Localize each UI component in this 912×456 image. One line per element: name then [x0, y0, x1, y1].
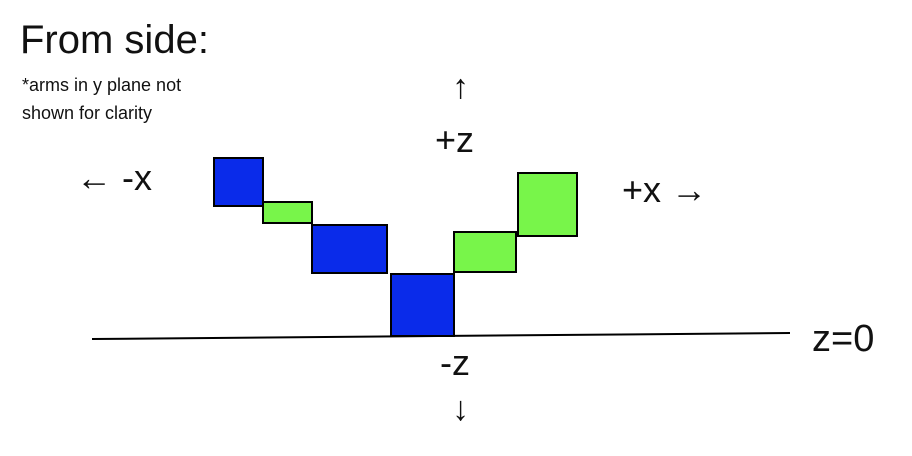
- minus-x-label: -x: [122, 157, 153, 198]
- plus-x-label: +x: [622, 169, 662, 210]
- plus-x-group: +x →: [622, 172, 707, 208]
- diagram-title: From side:: [20, 18, 209, 62]
- blue-block-2: [311, 224, 388, 274]
- blue-block-1: [213, 157, 264, 207]
- blue-block-3: [390, 273, 455, 337]
- green-block-3: [517, 172, 578, 237]
- down-arrow-icon: ↓: [452, 390, 469, 428]
- left-arrow-icon: ←: [76, 157, 112, 198]
- green-block-1: [262, 201, 313, 224]
- up-arrow-icon: ↑: [452, 68, 469, 106]
- minus-x-group: ← -x: [76, 160, 152, 196]
- green-block-2: [453, 231, 517, 273]
- right-arrow-icon: →: [671, 169, 708, 210]
- note-line-2: shown for clarity: [22, 103, 153, 123]
- note-line-1: *arms in y plane not: [22, 75, 182, 95]
- plus-z-label: +z: [435, 119, 475, 160]
- ground-label: z=0: [812, 318, 875, 360]
- minus-z-label: -z: [440, 342, 470, 383]
